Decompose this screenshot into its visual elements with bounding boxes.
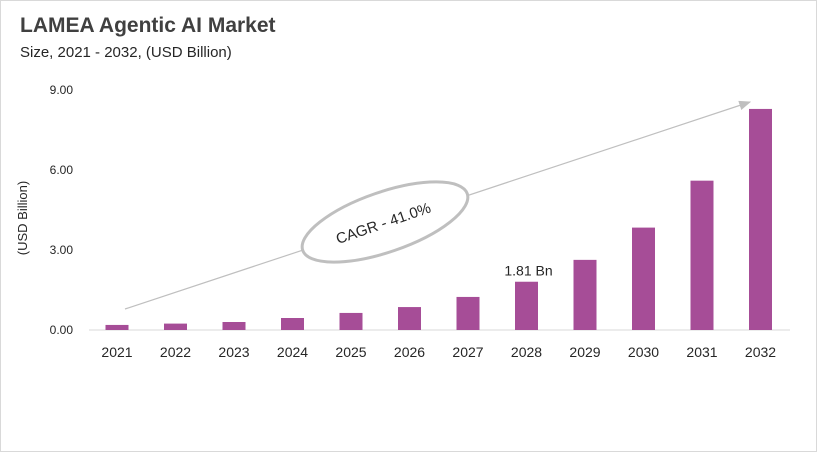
chart-title: LAMEA Agentic AI Market: [20, 14, 276, 37]
y-axis: 0.00 3.00 6.00 9.00: [50, 83, 74, 337]
x-tick-label: 2028: [511, 344, 542, 360]
bar-2023: [222, 322, 246, 330]
bar-2031: [690, 180, 714, 330]
x-tick-label: 2029: [569, 344, 600, 360]
x-tick-label: 2030: [628, 344, 659, 360]
x-tick-label: 2021: [101, 344, 132, 360]
bar-2027: [456, 296, 480, 330]
y-tick-label: 6.00: [50, 163, 74, 177]
y-tick-label: 0.00: [50, 323, 74, 337]
cagr-ellipse: [300, 180, 470, 264]
bar-2022: [164, 323, 187, 330]
x-tick-label: 2031: [686, 344, 717, 360]
chart-subtitle: Size, 2021 - 2032, (USD Billion): [20, 44, 232, 61]
x-tick-label: 2024: [277, 344, 308, 360]
bar-2021: [105, 324, 129, 330]
x-tick-label: 2026: [394, 344, 425, 360]
bar-2025: [339, 312, 363, 330]
bar-2028: [515, 281, 538, 330]
bar-2029: [573, 259, 597, 330]
x-tick-label: 2032: [745, 344, 776, 360]
x-tick-label: 2022: [160, 344, 191, 360]
x-tick-label: 2027: [452, 344, 483, 360]
bar-2032: [749, 108, 772, 330]
y-tick-label: 9.00: [50, 83, 74, 97]
data-label-2028: 1.81 Bn: [504, 263, 552, 279]
x-tick-label: 2023: [218, 344, 249, 360]
bar-2026: [398, 307, 421, 330]
bar-2024: [281, 318, 304, 330]
y-tick-label: 3.00: [50, 243, 74, 257]
y-axis-label: (USD Billion): [15, 181, 30, 255]
bar-2030: [632, 227, 655, 330]
x-tick-label: 2025: [335, 344, 366, 360]
